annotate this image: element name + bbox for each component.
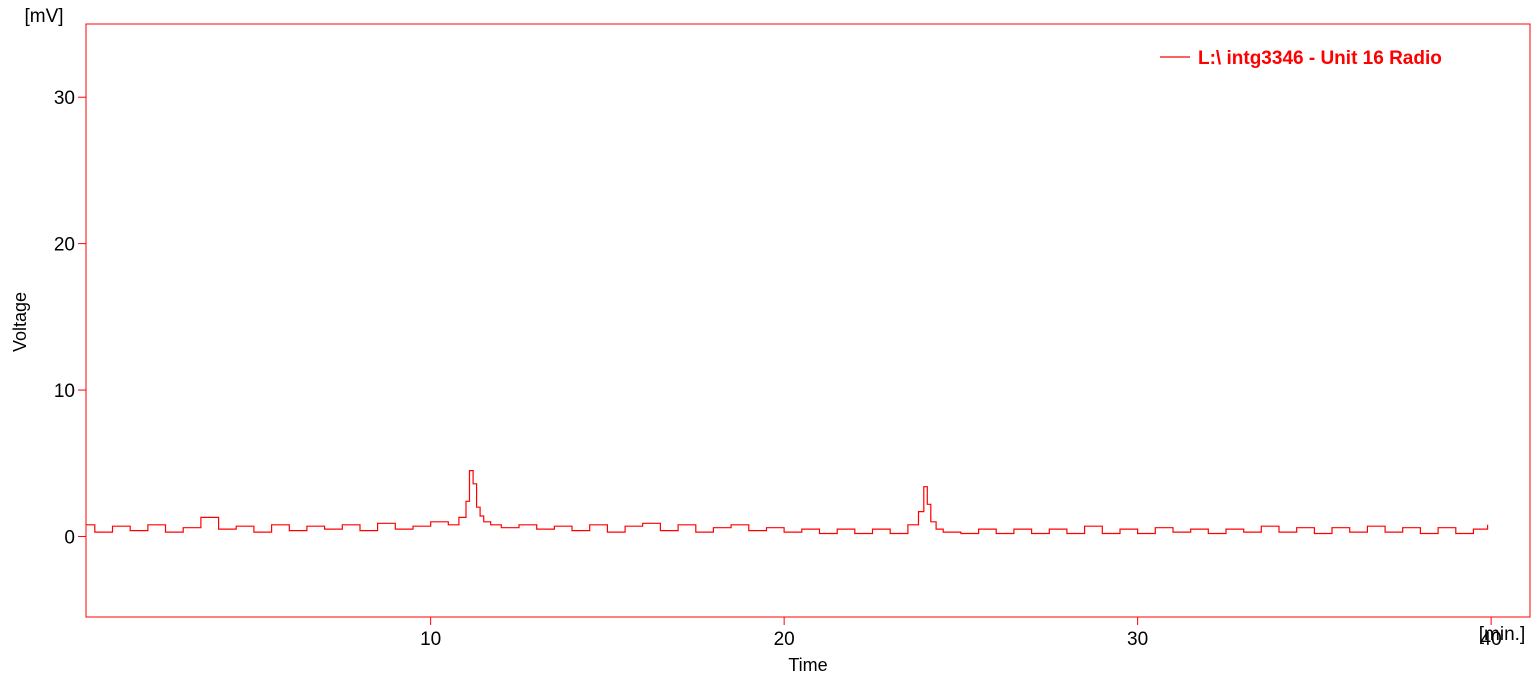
x-axis-title: Time	[788, 655, 827, 675]
y-unit-label: [mV]	[24, 6, 63, 27]
y-axis: 0 10 20 30	[54, 88, 86, 548]
plot-frame	[85, 23, 1531, 618]
x-tick-label: 40	[1481, 629, 1502, 650]
y-axis-title: Voltage	[10, 292, 30, 352]
series-line	[86, 470, 1489, 535]
legend: L:\ intg3346 - Unit 16 Radio	[1160, 48, 1442, 69]
x-unit-label: [min.]	[1479, 624, 1525, 645]
legend-label: L:\ intg3346 - Unit 16 Radio	[1198, 48, 1442, 69]
x-axis: 10 20 30 40	[420, 617, 1502, 650]
x-tick-label: 30	[1127, 629, 1148, 650]
y-tick-label: 0	[64, 527, 75, 548]
y-tick-label: 20	[54, 235, 75, 256]
x-tick-label: 20	[774, 629, 795, 650]
y-tick-label: 30	[54, 88, 75, 109]
y-tick-label: 10	[54, 381, 75, 402]
x-tick-label: 10	[420, 629, 441, 650]
